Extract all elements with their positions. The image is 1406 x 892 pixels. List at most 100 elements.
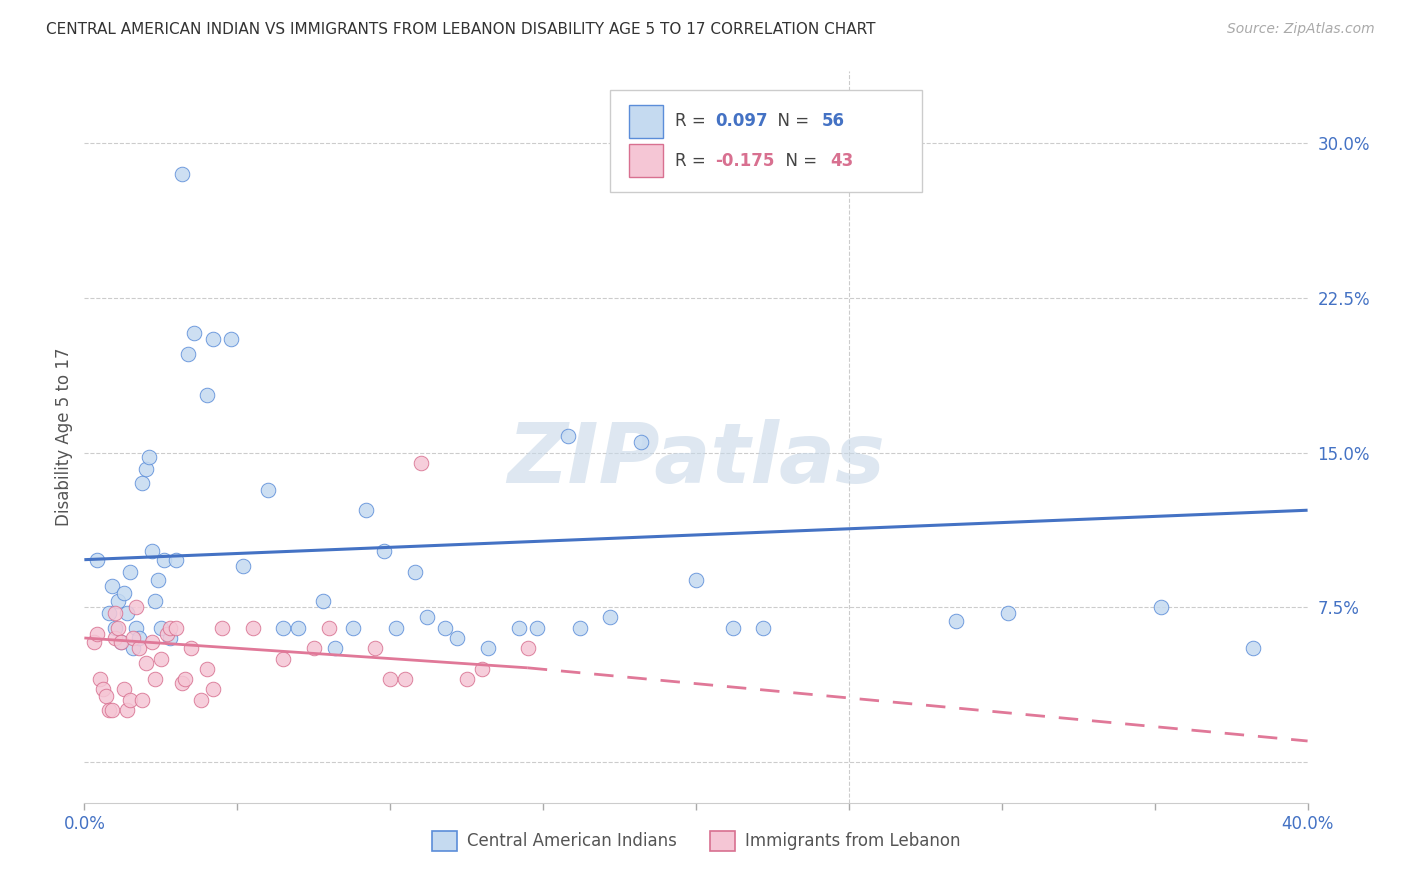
Point — [201, 332, 224, 346]
Point — [434, 621, 457, 635]
Point — [471, 662, 494, 676]
Point — [115, 606, 138, 620]
Point — [125, 600, 148, 615]
Point — [135, 462, 157, 476]
Point — [172, 167, 194, 181]
Point — [195, 662, 218, 676]
Point — [89, 672, 111, 686]
Point — [342, 621, 364, 635]
Point — [318, 621, 340, 635]
Point — [219, 332, 242, 346]
Point — [409, 456, 432, 470]
Point — [135, 656, 157, 670]
Point — [385, 621, 408, 635]
Point — [149, 651, 172, 665]
Point — [104, 621, 127, 635]
Point — [630, 435, 652, 450]
Point — [516, 641, 538, 656]
Point — [101, 579, 124, 593]
Point — [110, 635, 132, 649]
Text: R =: R = — [675, 152, 711, 169]
Point — [131, 693, 153, 707]
Point — [83, 635, 105, 649]
Point — [526, 621, 548, 635]
Point — [477, 641, 499, 656]
Point — [120, 693, 142, 707]
Point — [107, 621, 129, 635]
Point — [685, 574, 707, 588]
Point — [97, 703, 120, 717]
Point — [128, 641, 150, 656]
Point — [568, 621, 591, 635]
Text: 43: 43 — [831, 152, 853, 169]
Point — [165, 552, 187, 566]
Point — [143, 594, 166, 608]
Point — [323, 641, 346, 656]
Point — [201, 682, 224, 697]
Point — [110, 635, 132, 649]
Text: N =: N = — [776, 152, 823, 169]
Text: N =: N = — [766, 112, 814, 130]
Point — [122, 641, 145, 656]
Point — [1150, 600, 1173, 615]
Point — [752, 621, 775, 635]
Point — [302, 641, 325, 656]
FancyBboxPatch shape — [610, 90, 922, 192]
Point — [271, 621, 294, 635]
Point — [138, 450, 160, 464]
FancyBboxPatch shape — [628, 145, 664, 177]
Point — [104, 606, 127, 620]
Text: 0.097: 0.097 — [716, 112, 768, 130]
Point — [287, 621, 309, 635]
Point — [195, 388, 218, 402]
Point — [107, 594, 129, 608]
Point — [354, 503, 377, 517]
Point — [312, 594, 335, 608]
Point — [174, 672, 197, 686]
Point — [180, 641, 202, 656]
Text: 56: 56 — [823, 112, 845, 130]
Point — [183, 326, 205, 340]
Point — [86, 627, 108, 641]
Point — [211, 621, 233, 635]
Point — [945, 615, 967, 629]
Point — [143, 672, 166, 686]
Point — [557, 429, 579, 443]
Point — [125, 621, 148, 635]
Point — [128, 631, 150, 645]
Point — [599, 610, 621, 624]
Point — [149, 621, 172, 635]
Point — [115, 703, 138, 717]
Point — [446, 631, 468, 645]
Point — [94, 689, 117, 703]
Point — [416, 610, 439, 624]
Point — [159, 631, 181, 645]
Point — [120, 565, 142, 579]
Point — [172, 676, 194, 690]
Point — [364, 641, 387, 656]
Point — [404, 565, 426, 579]
Text: -0.175: -0.175 — [716, 152, 775, 169]
Point — [456, 672, 478, 686]
Point — [131, 476, 153, 491]
Point — [122, 631, 145, 645]
Point — [177, 346, 200, 360]
Point — [112, 682, 135, 697]
Point — [156, 627, 179, 641]
Point — [997, 606, 1019, 620]
FancyBboxPatch shape — [628, 104, 664, 137]
Point — [146, 574, 169, 588]
Legend: Central American Indians, Immigrants from Lebanon: Central American Indians, Immigrants fro… — [423, 823, 969, 859]
Point — [380, 672, 402, 686]
Point — [165, 621, 187, 635]
Point — [242, 621, 264, 635]
Point — [190, 693, 212, 707]
Point — [373, 544, 395, 558]
Point — [508, 621, 530, 635]
Point — [1241, 641, 1264, 656]
Text: R =: R = — [675, 112, 711, 130]
Text: CENTRAL AMERICAN INDIAN VS IMMIGRANTS FROM LEBANON DISABILITY AGE 5 TO 17 CORREL: CENTRAL AMERICAN INDIAN VS IMMIGRANTS FR… — [46, 22, 876, 37]
Point — [101, 703, 124, 717]
Y-axis label: Disability Age 5 to 17: Disability Age 5 to 17 — [55, 348, 73, 526]
Point — [232, 558, 254, 573]
